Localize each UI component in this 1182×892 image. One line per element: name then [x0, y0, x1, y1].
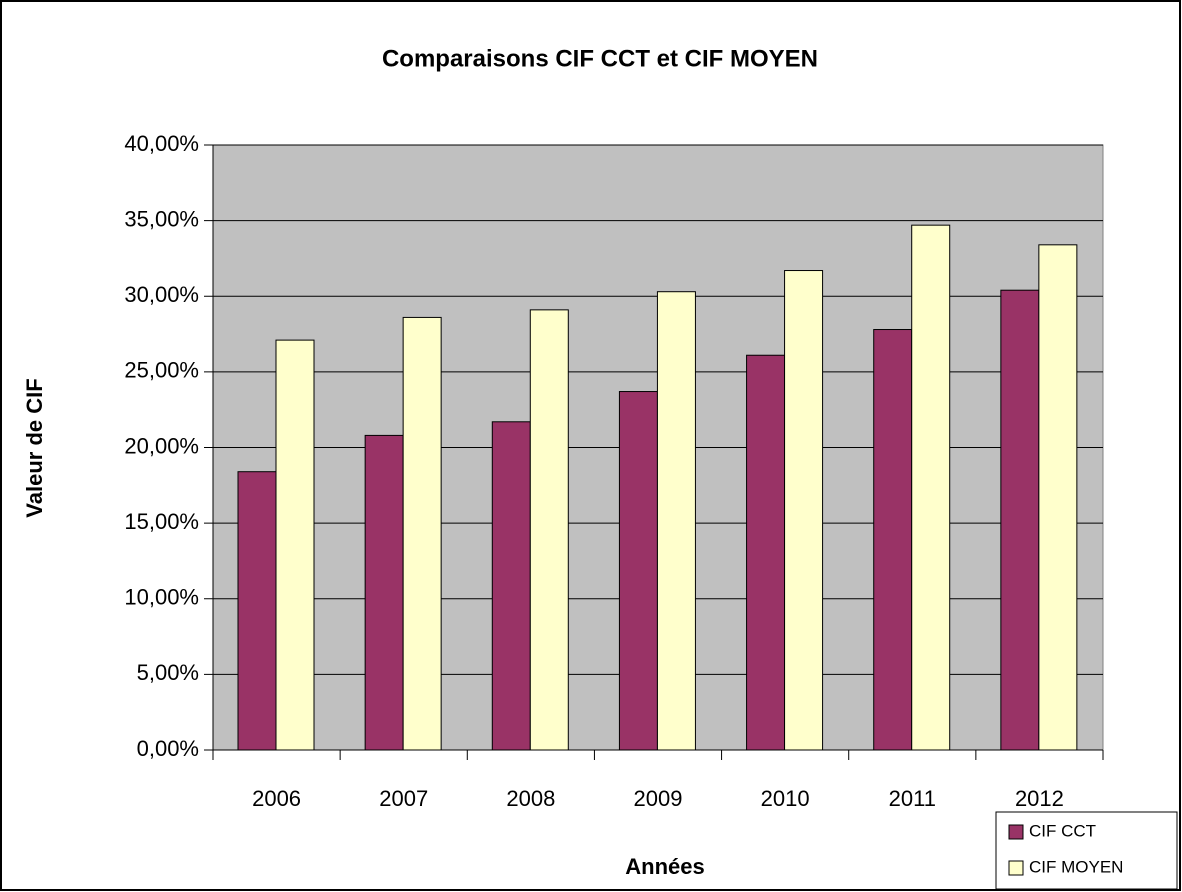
bar — [911, 224, 951, 751]
bar — [237, 471, 277, 751]
bar — [746, 354, 786, 751]
y-tick-label: 40,00% — [124, 131, 199, 156]
bar — [364, 434, 404, 751]
x-tick-label: 2012 — [1015, 786, 1064, 811]
x-tick-label: 2007 — [379, 786, 428, 811]
y-tick-label: 15,00% — [124, 509, 199, 534]
y-tick-label: 25,00% — [124, 358, 199, 383]
y-tick-label: 20,00% — [124, 433, 199, 458]
bar — [784, 270, 824, 751]
y-tick-label: 5,00% — [137, 660, 199, 685]
bar — [656, 291, 696, 751]
bar — [402, 316, 442, 751]
x-axis-label: Années — [625, 854, 704, 879]
bar — [275, 339, 315, 751]
bar — [491, 421, 531, 751]
x-tick-label: 2009 — [634, 786, 683, 811]
y-tick-label: 0,00% — [137, 736, 199, 761]
legend-swatch — [1008, 860, 1024, 876]
y-axis-label: Valeur de CIF — [22, 378, 47, 517]
legend-box — [995, 811, 1178, 890]
bar — [618, 391, 658, 751]
bar — [529, 309, 569, 751]
bar — [1000, 289, 1040, 751]
y-tick-label: 30,00% — [124, 282, 199, 307]
x-tick-label: 2010 — [761, 786, 810, 811]
x-tick-label: 2011 — [889, 786, 936, 811]
bar — [873, 329, 913, 751]
y-tick-label: 35,00% — [124, 206, 199, 231]
x-tick-label: 2008 — [506, 786, 555, 811]
legend-label: CIF MOYEN — [1029, 857, 1123, 876]
legend-label: CIF CCT — [1029, 821, 1096, 840]
chart-title: Comparaisons CIF CCT et CIF MOYEN — [382, 45, 818, 72]
x-tick-label: 2006 — [252, 786, 301, 811]
y-tick-label: 10,00% — [124, 585, 199, 610]
bar — [1038, 244, 1078, 751]
legend-swatch — [1008, 824, 1024, 840]
